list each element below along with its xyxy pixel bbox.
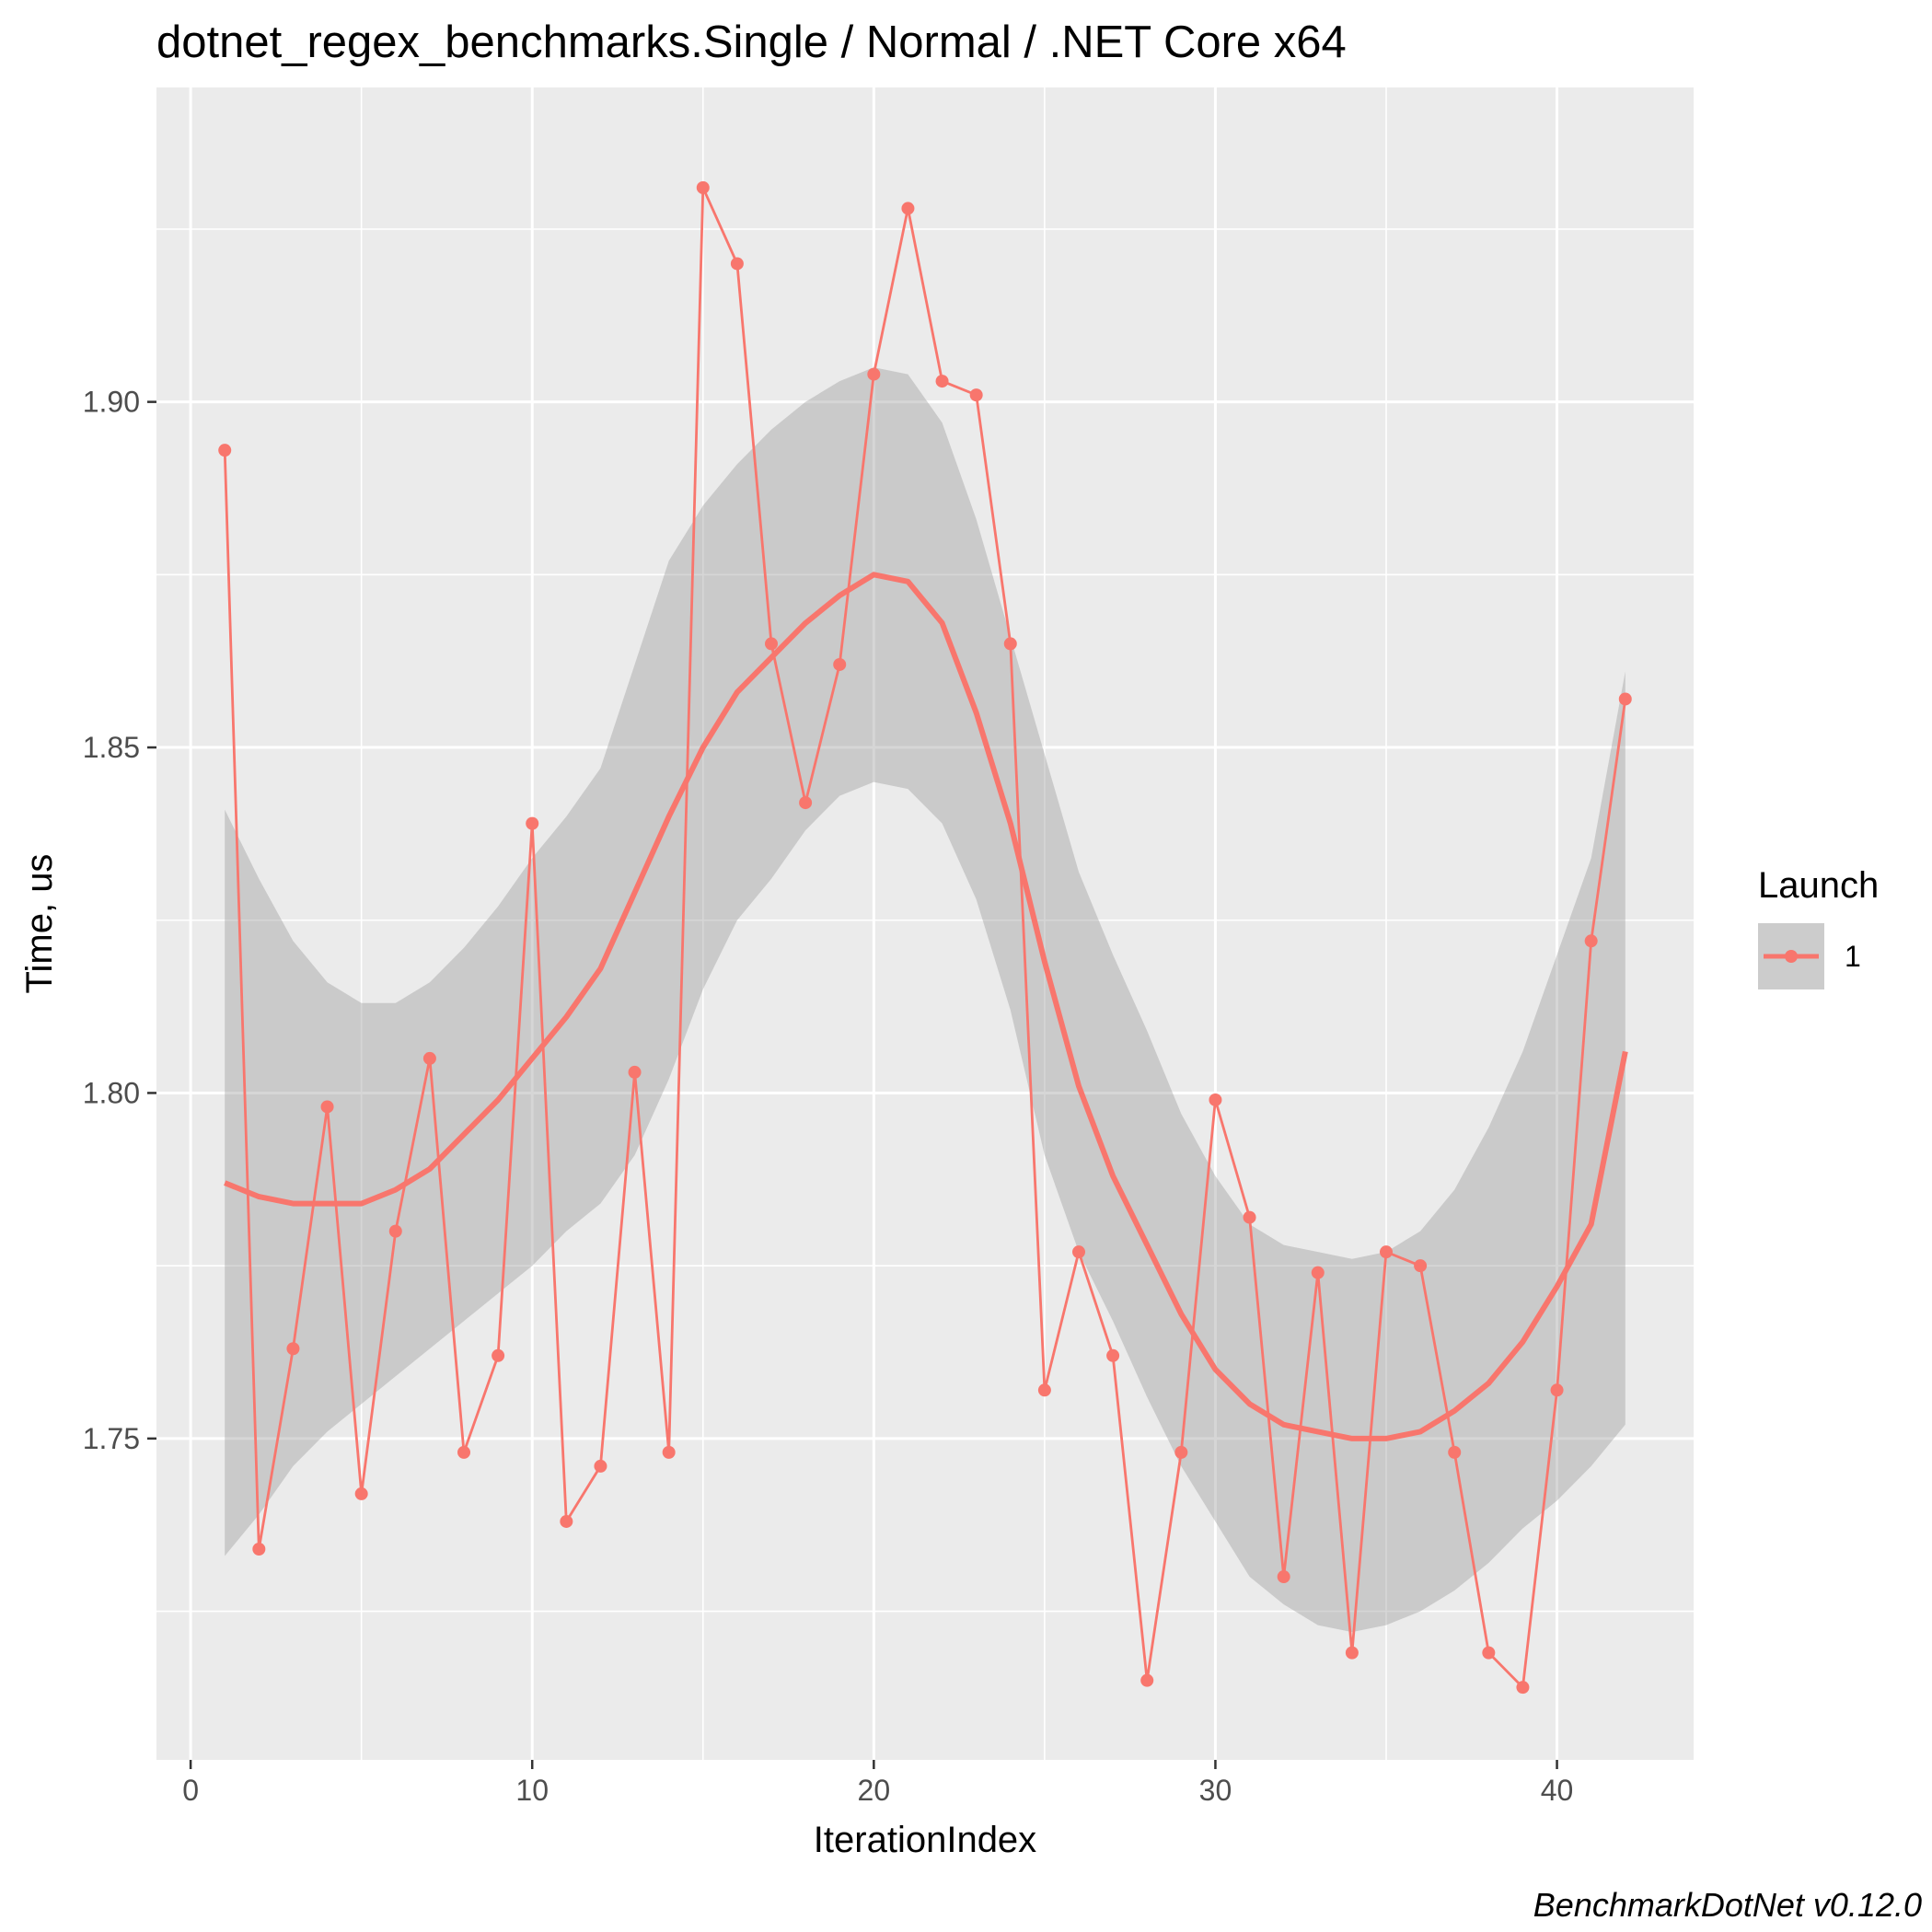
data-point-5	[354, 1487, 368, 1500]
y-tick-label-0: 1.75	[83, 1422, 140, 1455]
legend-title: Launch	[1758, 865, 1879, 906]
data-point-4	[320, 1100, 334, 1114]
legend: Launch 1	[1758, 865, 1879, 989]
y-axis-ticks: 1.75 1.80 1.85 1.90	[83, 386, 156, 1455]
data-point-26	[1072, 1245, 1085, 1259]
data-points	[218, 180, 1632, 1695]
data-point-18	[799, 796, 813, 810]
x-axis-title: IterationIndex	[814, 1820, 1036, 1860]
data-point-6	[388, 1224, 402, 1238]
data-point-23	[969, 388, 983, 402]
x-tick-label-3: 30	[1199, 1774, 1232, 1807]
data-point-14	[662, 1445, 676, 1459]
data-point-27	[1106, 1348, 1120, 1362]
caption: BenchmarkDotNet v0.12.0	[1533, 1886, 1922, 1924]
data-point-15	[696, 180, 710, 194]
y-axis-title: Time, us	[19, 854, 60, 994]
data-point-21	[901, 202, 915, 215]
data-point-32	[1277, 1570, 1290, 1584]
data-point-29	[1174, 1445, 1188, 1459]
y-tick-label-3: 1.90	[83, 386, 140, 419]
data-point-13	[628, 1065, 642, 1079]
data-point-1	[218, 444, 232, 457]
x-tick-label-1: 10	[515, 1774, 549, 1807]
data-point-31	[1243, 1210, 1256, 1224]
data-point-7	[422, 1051, 436, 1065]
data-point-24	[1003, 637, 1017, 651]
data-point-42	[1618, 692, 1632, 706]
grid-major	[156, 87, 1694, 1760]
data-point-36	[1414, 1259, 1428, 1273]
smooth-line	[224, 572, 1628, 1441]
data-point-2	[252, 1542, 266, 1556]
x-axis-ticks: 0 10 20 30 40	[182, 1760, 1573, 1807]
data-point-41	[1584, 934, 1598, 948]
data-point-19	[833, 657, 847, 671]
data-point-30	[1209, 1093, 1222, 1106]
data-point-28	[1140, 1673, 1154, 1687]
data-point-16	[730, 257, 744, 271]
grid-minor	[156, 87, 1694, 1760]
y-tick-label-2: 1.85	[83, 731, 140, 764]
data-point-17	[765, 637, 778, 651]
data-point-34	[1345, 1646, 1359, 1660]
data-point-40	[1550, 1383, 1564, 1397]
data-point-37	[1448, 1445, 1462, 1459]
x-tick-label-4: 40	[1541, 1774, 1574, 1807]
confidence-band	[225, 367, 1625, 1633]
y-tick-label-1: 1.80	[83, 1076, 140, 1109]
data-point-39	[1516, 1681, 1530, 1695]
x-tick-label-2: 20	[858, 1774, 891, 1807]
data-point-8	[457, 1445, 470, 1459]
data-point-38	[1482, 1646, 1496, 1660]
data-point-3	[286, 1342, 300, 1356]
legend-key-marker	[1785, 950, 1798, 963]
data-point-20	[867, 367, 881, 381]
data-point-10	[526, 816, 539, 830]
data-point-22	[935, 375, 949, 388]
x-tick-label-0: 0	[182, 1774, 199, 1807]
data-point-12	[594, 1459, 607, 1473]
legend-label: 1	[1845, 940, 1861, 973]
plot-panel	[156, 87, 1694, 1760]
data-point-35	[1380, 1245, 1393, 1259]
data-point-33	[1311, 1266, 1325, 1279]
data-point-11	[560, 1514, 573, 1528]
data-point-9	[492, 1348, 505, 1362]
data-point-25	[1037, 1383, 1051, 1397]
chart-title: dotnet_regex_benchmarks.Single / Normal …	[156, 17, 1347, 67]
